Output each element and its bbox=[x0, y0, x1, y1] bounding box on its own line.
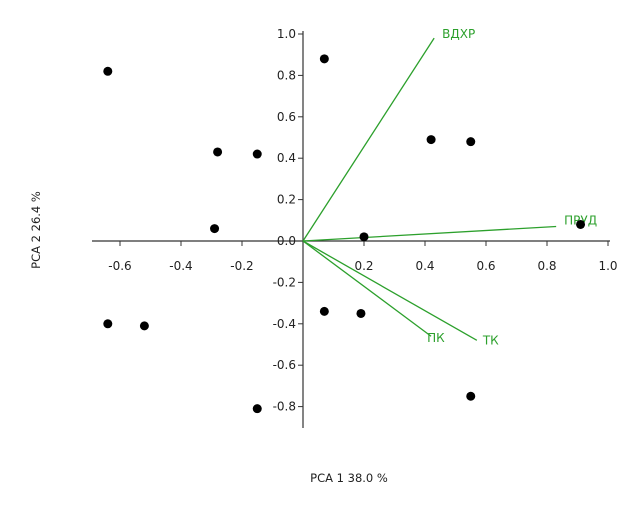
y-tick-label: 0.2 bbox=[277, 193, 296, 207]
x-tick-label: -0.2 bbox=[230, 259, 253, 273]
loading-vector-ВДХР bbox=[302, 37, 435, 242]
score-points bbox=[103, 54, 586, 414]
y-tick-label: 0.6 bbox=[277, 110, 296, 124]
data-point bbox=[426, 135, 436, 145]
y-tick-label: 0.8 bbox=[277, 68, 296, 82]
loading-vector-ПРУД bbox=[302, 225, 557, 242]
x-tick-label: 0.6 bbox=[476, 259, 495, 273]
data-point bbox=[356, 308, 366, 318]
data-point bbox=[139, 321, 149, 331]
data-point bbox=[359, 232, 369, 242]
vector-label: ПК bbox=[427, 331, 445, 345]
x-tick-label: -0.6 bbox=[108, 259, 131, 273]
data-point bbox=[319, 306, 329, 316]
vector-label: ТК bbox=[482, 333, 499, 347]
y-tick-label: 1.0 bbox=[277, 27, 296, 41]
y-axis-title: PCA 2 26.4 % bbox=[29, 191, 43, 269]
axes bbox=[92, 31, 610, 428]
data-point bbox=[252, 149, 262, 159]
vector-label: ВДХР bbox=[442, 27, 475, 41]
x-tick-label: -0.4 bbox=[169, 259, 192, 273]
loading-vector-ТК bbox=[302, 240, 478, 341]
y-tick-label: -0.2 bbox=[273, 275, 296, 289]
x-axis-title: PCA 1 38.0 % bbox=[310, 471, 388, 485]
y-tick-label: 0.4 bbox=[277, 151, 296, 165]
tick-labels: -0.6 -0.4 -0.2 0.2 0.4 0.6 0.8 1.0 1.0 0.8 0.6 0.4 0… bbox=[108, 27, 617, 414]
y-tick-label: -0.6 bbox=[273, 358, 296, 372]
data-point bbox=[213, 147, 223, 157]
loading-vectors: ВДХРПРУДПКТК bbox=[302, 27, 597, 347]
y-tick-label: -0.8 bbox=[273, 400, 296, 414]
y-tick-label: 0.0 bbox=[277, 234, 296, 248]
data-point bbox=[252, 404, 262, 414]
loading-vector-ПК bbox=[302, 240, 432, 337]
x-tick-label: 0.2 bbox=[354, 259, 373, 273]
x-tick-label: 0.8 bbox=[537, 259, 556, 273]
data-point bbox=[319, 54, 329, 64]
data-point bbox=[210, 224, 220, 234]
data-point bbox=[103, 319, 113, 329]
x-tick-label: 0.4 bbox=[415, 259, 434, 273]
y-tick-label: -0.4 bbox=[273, 317, 296, 331]
data-point bbox=[466, 391, 476, 401]
data-point bbox=[466, 137, 476, 147]
data-point bbox=[576, 219, 586, 229]
data-point bbox=[103, 66, 113, 76]
x-tick-label: 1.0 bbox=[598, 259, 617, 273]
